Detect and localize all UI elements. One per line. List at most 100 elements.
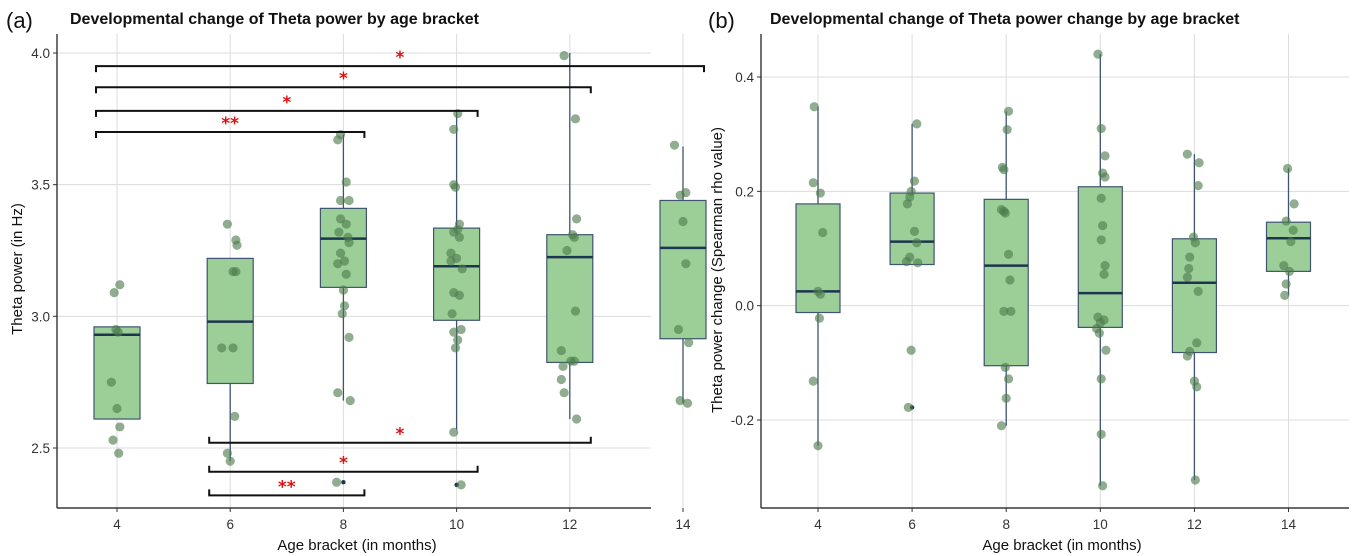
panel-b-data-point xyxy=(1002,124,1012,135)
panel-b-data-point xyxy=(1093,49,1103,59)
panel-b-data-point xyxy=(912,238,922,248)
panel-b-data-point xyxy=(1279,261,1289,271)
panel-a-data-point xyxy=(341,219,351,229)
panel-b-data-point xyxy=(1100,151,1110,161)
panel-a-y-tick-label: 4.0 xyxy=(31,46,50,61)
panel-a-significance-stars: * xyxy=(339,454,348,474)
panel-b-box xyxy=(1077,186,1123,328)
panel-a-significance-bracket xyxy=(208,489,366,497)
panel-b-data-point xyxy=(1096,374,1106,384)
panel-a-data-point xyxy=(222,219,232,229)
panel-a-data-point xyxy=(457,264,467,274)
panel-a-significance-bracket xyxy=(95,65,705,73)
panel-a-data-point xyxy=(675,190,685,200)
panel-a-data-point xyxy=(217,343,227,353)
panel-b-x-tick-label: 8 xyxy=(1002,517,1010,532)
panel-b-x-axis-title: Age bracket (in months) xyxy=(982,537,1141,554)
panel-a-data-point xyxy=(113,327,123,337)
panel-b-data-point xyxy=(815,188,825,198)
panel-b-data-point xyxy=(1001,393,1011,403)
panel-a-data-point xyxy=(334,227,344,237)
panel-a-y-axis-title: Theta power (in Hz) xyxy=(9,203,26,335)
panel-b-data-point xyxy=(1099,315,1109,325)
panel-a-data-point xyxy=(450,182,461,192)
panel-a-y-tick-label: 2.5 xyxy=(31,441,50,456)
panel-a-significance-bracket xyxy=(95,86,592,94)
panel-a-data-point xyxy=(562,245,572,256)
panel-a-x-tick-label: 10 xyxy=(449,517,464,532)
panel-b-y-tick-label: 0.4 xyxy=(735,70,754,85)
panel-b-y-tick-label: 0.2 xyxy=(735,184,754,199)
panel-a-data-point xyxy=(447,309,457,319)
panel-b-x-tick-label: 6 xyxy=(908,517,916,532)
panel-b-data-point xyxy=(1284,266,1295,276)
panel-a-data-point xyxy=(232,240,242,250)
panel-a-significance-stars: ** xyxy=(221,114,239,134)
panel-a-data-point xyxy=(228,343,238,353)
panel-b-data-point xyxy=(1288,225,1298,235)
panel-b-y-tick-label: -0.2 xyxy=(731,413,754,428)
panel-a-significance-bracket xyxy=(208,436,592,444)
panel-b-data-point xyxy=(1003,374,1014,384)
panel-b-data-point xyxy=(1005,275,1015,285)
panel-a-data-point xyxy=(114,448,124,458)
panel-a-data-point xyxy=(344,195,354,206)
panel-a-x-tick-label: 6 xyxy=(226,517,234,532)
panel-b-data-point xyxy=(1096,429,1106,439)
panel-a-significance-stars: * xyxy=(396,425,405,445)
panel-b-data-point xyxy=(912,119,922,129)
panel-a-x-tick-label: 14 xyxy=(675,517,691,532)
panel-b-data-point xyxy=(1100,172,1110,182)
panel-a-data-point xyxy=(341,177,351,187)
panel-a-data-point xyxy=(449,427,459,437)
panel-b-data-point xyxy=(1281,216,1291,226)
panel-b-data-point xyxy=(1281,279,1291,289)
panel-b-data-point xyxy=(1094,328,1104,338)
panel-b-data-point xyxy=(909,176,920,186)
panel-b-data-point xyxy=(1096,193,1106,203)
panel-a-data-point xyxy=(454,232,465,242)
panel-b-data-point xyxy=(815,289,825,299)
panel-a-significance-bracket xyxy=(208,465,479,473)
panel-a-data-point xyxy=(449,327,459,337)
panel-a-data-point xyxy=(333,259,343,269)
panel-b-x-tick-label: 14 xyxy=(1281,517,1297,532)
panel-a-data-point xyxy=(678,216,688,227)
panel-a-x-tick-label: 12 xyxy=(562,517,577,532)
panel-a-significance-bracket xyxy=(95,131,366,138)
panel-a-data-point xyxy=(449,124,459,134)
panel-a-data-point xyxy=(673,324,684,335)
panel-b-plot: -0.2 0.0 0.2 0.4 4 6 8 10 12 14 xyxy=(731,34,1349,532)
panel-b-data-point xyxy=(1192,338,1202,348)
panel-b-data-point xyxy=(1182,149,1192,159)
panel-b-x-tick-label: 10 xyxy=(1093,517,1108,532)
panel-a-data-point xyxy=(669,140,680,150)
panel-a-data-point xyxy=(675,396,685,406)
panel-b-y-axis-title: Theta power change (Spearman rho value) xyxy=(709,127,726,413)
panel-b-box xyxy=(1171,238,1218,354)
panel-a-data-point xyxy=(231,266,241,277)
panel-a-x-tick-label: 8 xyxy=(340,517,348,532)
panel-a-data-point xyxy=(566,356,576,366)
panel-a-box xyxy=(93,326,141,420)
panel-a-data-point xyxy=(333,388,343,398)
panel-b-data-point xyxy=(999,165,1009,175)
panel-a-data-point xyxy=(337,309,347,319)
panel-b-data-point xyxy=(906,345,916,355)
panel-a-data-point xyxy=(339,301,350,311)
panel-a-data-point xyxy=(684,338,694,348)
panel-a-data-point xyxy=(456,324,466,335)
panel-a-data-point xyxy=(681,259,691,269)
panel-b-data-point xyxy=(1289,199,1299,209)
panel-a-data-point xyxy=(453,335,463,345)
panel-b-data-point xyxy=(1003,106,1014,116)
panel-b-data-point xyxy=(1193,181,1203,191)
panel-a-data-point xyxy=(571,214,582,224)
panel-a-outlier-point xyxy=(341,480,346,485)
panel-a-data-point xyxy=(332,477,342,487)
panel-a-data-point xyxy=(570,306,581,316)
panel-a-data-point xyxy=(559,388,569,398)
panel-b-data-point xyxy=(913,258,923,268)
panel-a-significance-stars: ** xyxy=(278,477,296,497)
panel-b-data-point xyxy=(808,178,818,188)
